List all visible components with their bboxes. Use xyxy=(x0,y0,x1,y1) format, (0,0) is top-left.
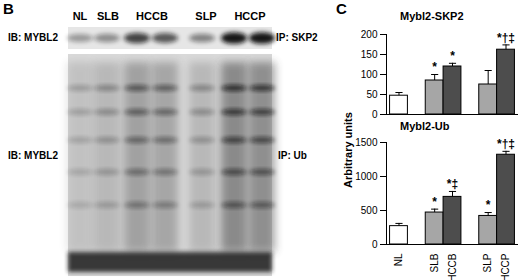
svg-text:1000: 1000 xyxy=(355,171,378,182)
svg-text:500: 500 xyxy=(361,205,378,216)
html-text:Mybl2-SKP2: Mybl2-SKP2 xyxy=(400,10,464,22)
html-text:IP: SKP2: IP: SKP2 xyxy=(276,32,318,43)
svg-text:*: * xyxy=(432,195,437,209)
html-text:Arbitrary units: Arbitrary units xyxy=(342,112,354,188)
html-text:C: C xyxy=(336,0,347,17)
html-text:SLB: SLB xyxy=(97,10,119,22)
html-text:NL: NL xyxy=(72,10,88,22)
svg-text:*†‡: *†‡ xyxy=(497,31,515,45)
html-text:IP: Ub: IP: Ub xyxy=(278,150,307,161)
svg-text:200: 200 xyxy=(361,29,378,40)
html-text:HCCP: HCCP xyxy=(234,10,266,22)
svg-text:0: 0 xyxy=(372,109,378,118)
svg-text:50: 50 xyxy=(366,89,378,100)
svg-text:100: 100 xyxy=(361,69,378,80)
svg-text:*‡: *‡ xyxy=(447,177,458,191)
svg-text:*†‡: *†‡ xyxy=(497,137,515,151)
svg-text:NL: NL xyxy=(393,253,404,266)
html-text:IB: MYBL2: IB: MYBL2 xyxy=(8,32,58,43)
svg-text:*: * xyxy=(486,198,491,212)
html-text:HCCB: HCCB xyxy=(136,10,168,22)
svg-text:*: * xyxy=(432,60,437,74)
svg-text:SLP: SLP xyxy=(482,253,493,272)
svg-text:HCCP: HCCP xyxy=(500,253,511,280)
svg-text:1500: 1500 xyxy=(355,137,378,148)
html-text:Mybl2-Ub: Mybl2-Ub xyxy=(400,120,450,132)
svg-text:0: 0 xyxy=(372,239,378,250)
html-text:IB: MYBL2: IB: MYBL2 xyxy=(8,150,58,161)
svg-text:HCCB: HCCB xyxy=(447,253,458,280)
svg-text:SLB: SLB xyxy=(429,253,440,272)
html-text:SLP: SLP xyxy=(195,10,217,22)
svg-text:*: * xyxy=(450,49,455,63)
svg-text:150: 150 xyxy=(361,49,378,60)
html-text:B: B xyxy=(3,0,14,17)
